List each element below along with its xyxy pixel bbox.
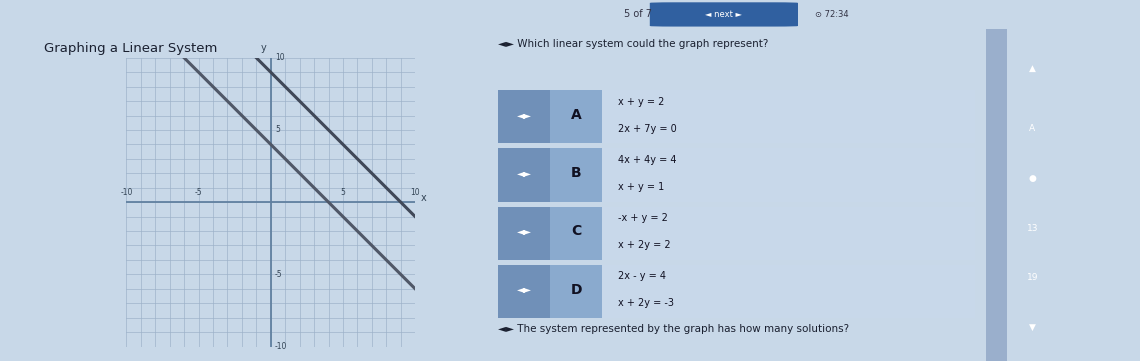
Text: ●: ●: [1028, 174, 1036, 183]
FancyBboxPatch shape: [498, 206, 551, 260]
Text: Graphing a Linear System: Graphing a Linear System: [43, 42, 218, 55]
FancyBboxPatch shape: [602, 265, 976, 318]
Text: ◄►: ◄►: [516, 168, 531, 178]
Text: -5: -5: [195, 188, 203, 197]
Text: 10: 10: [410, 188, 420, 197]
FancyBboxPatch shape: [602, 206, 976, 260]
Text: -10: -10: [120, 188, 132, 197]
FancyBboxPatch shape: [498, 148, 551, 201]
Text: x + 2y = -3: x + 2y = -3: [618, 298, 674, 308]
FancyBboxPatch shape: [498, 265, 551, 318]
Text: 5: 5: [341, 188, 345, 197]
Text: ⊙ 72:34: ⊙ 72:34: [815, 10, 849, 19]
Text: x + y = 2: x + y = 2: [618, 97, 663, 107]
Text: 2x - y = 4: 2x - y = 4: [618, 271, 666, 281]
Text: A: A: [571, 108, 581, 122]
Text: B: B: [571, 166, 581, 180]
Text: x: x: [421, 193, 426, 203]
Text: 19: 19: [1026, 274, 1039, 282]
FancyBboxPatch shape: [551, 90, 602, 143]
FancyBboxPatch shape: [602, 148, 976, 201]
Text: 4x + 4y = 4: 4x + 4y = 4: [618, 155, 676, 165]
FancyBboxPatch shape: [602, 90, 976, 143]
Text: 5 of 7: 5 of 7: [625, 9, 652, 19]
Text: 13: 13: [1026, 224, 1039, 232]
FancyBboxPatch shape: [498, 90, 551, 143]
Text: ◄► The system represented by the graph has how many solutions?: ◄► The system represented by the graph h…: [498, 325, 849, 335]
Text: C: C: [571, 225, 581, 239]
Text: x + y = 1: x + y = 1: [618, 182, 663, 192]
Text: ▼: ▼: [1028, 323, 1036, 332]
Text: -x + y = 2: -x + y = 2: [618, 213, 668, 223]
Text: 10: 10: [275, 53, 285, 62]
Text: -10: -10: [275, 342, 287, 351]
Text: D: D: [570, 283, 581, 297]
Text: ◄►: ◄►: [516, 226, 531, 236]
Text: ◄ next ►: ◄ next ►: [706, 10, 742, 19]
Text: ▲: ▲: [1028, 64, 1036, 73]
FancyBboxPatch shape: [551, 206, 602, 260]
Text: 2x + 7y = 0: 2x + 7y = 0: [618, 123, 676, 134]
Text: ◄►: ◄►: [516, 110, 531, 120]
FancyBboxPatch shape: [551, 148, 602, 201]
Text: y: y: [261, 43, 267, 53]
Text: ◄► Which linear system could the graph represent?: ◄► Which linear system could the graph r…: [498, 39, 768, 49]
Text: 5: 5: [275, 126, 280, 134]
FancyBboxPatch shape: [650, 2, 798, 27]
FancyBboxPatch shape: [986, 29, 1007, 361]
Text: ◄►: ◄►: [516, 284, 531, 295]
Text: A: A: [1029, 124, 1035, 133]
Text: x + 2y = 2: x + 2y = 2: [618, 240, 670, 250]
FancyBboxPatch shape: [551, 265, 602, 318]
Text: -5: -5: [275, 270, 283, 279]
